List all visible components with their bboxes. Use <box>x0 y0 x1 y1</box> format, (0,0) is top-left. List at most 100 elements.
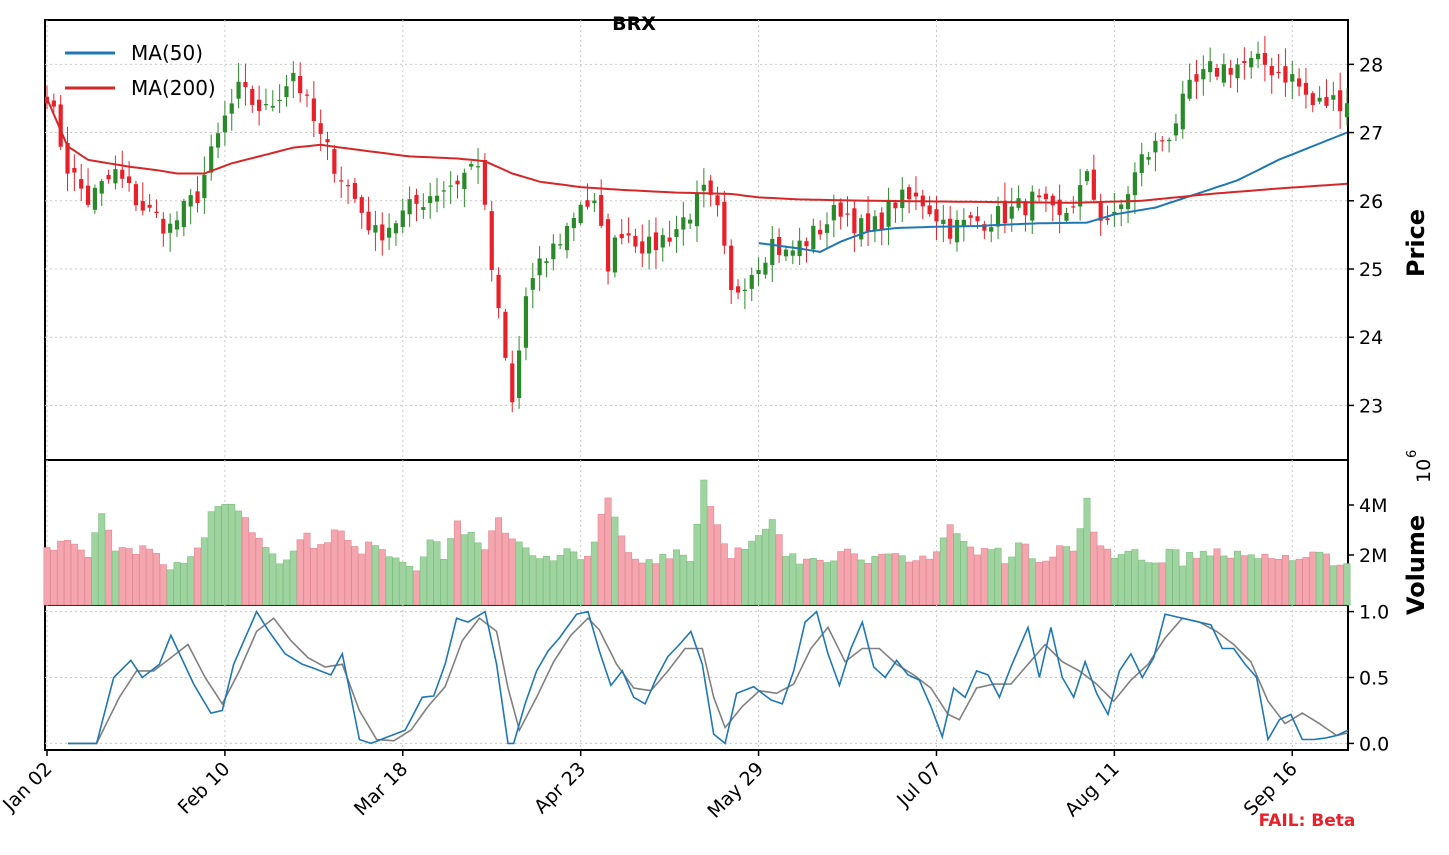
volume-bar <box>1131 549 1139 606</box>
volume-tick-label: 4M <box>1359 495 1387 517</box>
candle-body <box>995 206 1001 227</box>
candle-body <box>1235 64 1240 79</box>
candle-body <box>790 250 795 256</box>
volume-bar <box>755 535 763 606</box>
volume-bar <box>1165 548 1173 606</box>
candle-body <box>1071 206 1076 208</box>
oscillator-tick-label: 1.0 <box>1359 602 1389 624</box>
volume-bar <box>672 549 680 606</box>
candle-body <box>188 195 193 207</box>
volume-bar <box>371 545 379 606</box>
candle-body <box>414 194 419 204</box>
volume-bar <box>542 556 550 606</box>
candle-body <box>599 194 604 226</box>
candle-body <box>612 237 617 273</box>
candle-body <box>1132 172 1137 196</box>
volume-bar <box>399 561 407 606</box>
volume-bar <box>898 555 906 606</box>
volume-bar <box>1049 556 1057 606</box>
volume-bar <box>111 550 119 606</box>
candle-body <box>934 209 939 222</box>
volume-bar <box>180 562 188 606</box>
candle-body <box>653 232 659 251</box>
volume-bar <box>960 541 968 606</box>
candle-body <box>133 184 139 206</box>
candle-body <box>127 176 132 183</box>
candle-body <box>831 205 836 221</box>
volume-bar <box>912 560 920 606</box>
volume-bar <box>378 549 386 606</box>
legend: MA(50) MA(200) <box>65 41 216 100</box>
volume-bar <box>1343 563 1351 606</box>
candle-body <box>1139 154 1144 174</box>
candle-body <box>79 179 84 189</box>
volume-bar <box>125 548 133 606</box>
volume-bar <box>1220 555 1228 606</box>
legend-label-ma50: MA(50) <box>131 41 203 65</box>
volume-bar <box>994 547 1002 606</box>
volume-bar <box>611 516 619 606</box>
oscillator-k-line <box>68 609 1349 745</box>
candle-body <box>202 174 207 199</box>
candle-body <box>140 201 145 211</box>
volume-bar <box>885 553 893 606</box>
volume-bar <box>1234 550 1242 606</box>
candle-body <box>359 197 364 213</box>
candle-body <box>578 204 583 224</box>
candle-body <box>1344 103 1350 118</box>
candle-body <box>1187 79 1192 99</box>
volume-bar <box>816 559 824 606</box>
volume-bar <box>43 547 51 606</box>
volume-bar <box>207 511 215 606</box>
volume-bar <box>625 552 633 606</box>
price-tick-label: 28 <box>1359 54 1383 76</box>
volume-bar <box>1288 560 1296 606</box>
candle-body <box>838 202 843 217</box>
candle-body <box>564 225 570 251</box>
candle-body <box>647 236 652 254</box>
volume-bar <box>1199 550 1207 606</box>
volume-bar <box>365 541 373 606</box>
volume-bar <box>679 554 687 606</box>
candle-body <box>804 241 809 247</box>
volume-bar <box>64 539 72 606</box>
candle-body <box>1023 201 1028 216</box>
candle-body <box>523 296 529 348</box>
volume-bar <box>1158 562 1166 606</box>
candle-body <box>72 167 77 173</box>
candle-body <box>605 219 611 272</box>
volume-bar <box>255 537 263 606</box>
candle-body <box>448 185 453 187</box>
x-tick-label: May 29 <box>703 758 768 823</box>
candle-body <box>195 191 200 203</box>
volume-bar <box>980 548 988 606</box>
volume-bar <box>1179 565 1187 606</box>
volume-bar <box>768 519 776 606</box>
volume-bar <box>310 548 318 606</box>
volume-bar <box>597 513 605 606</box>
volume-bar <box>1001 563 1009 606</box>
candlesticks <box>44 35 1350 413</box>
volume-bar <box>939 537 947 606</box>
candle-body <box>961 219 966 227</box>
legend-label-ma200: MA(200) <box>131 76 216 100</box>
volume-bar <box>802 558 810 606</box>
candle-body <box>339 180 344 182</box>
candle-body <box>1283 66 1288 83</box>
volume-bar <box>159 564 167 606</box>
candle-body <box>161 218 166 234</box>
candle-body <box>537 258 542 276</box>
candle-body <box>284 86 289 98</box>
volume-bar <box>1015 542 1023 606</box>
candle-body <box>824 224 830 233</box>
volume-bar <box>823 562 831 606</box>
candle-body <box>592 200 597 204</box>
volume-bar <box>139 545 147 606</box>
volume-bar <box>967 546 975 606</box>
candle-body <box>434 195 440 202</box>
grid-lines <box>45 20 1348 750</box>
volume-bar <box>166 569 174 606</box>
candle-body <box>585 200 590 207</box>
volume-bar <box>1302 557 1310 606</box>
